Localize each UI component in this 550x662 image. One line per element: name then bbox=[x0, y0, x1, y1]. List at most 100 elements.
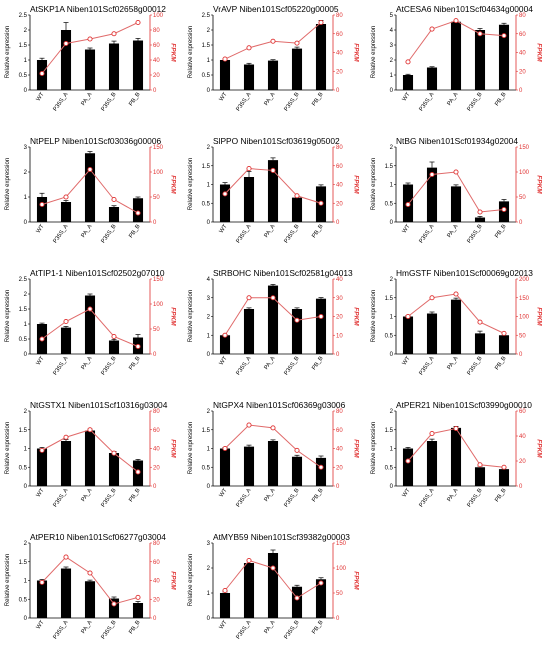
y2-tick-label: 60 bbox=[519, 32, 526, 38]
x-tick-label: PA_A bbox=[446, 488, 459, 503]
fpkm-point bbox=[318, 19, 324, 26]
x-tick-label: PB_B bbox=[128, 620, 141, 636]
bar bbox=[315, 579, 327, 618]
y2-tick-label: 80 bbox=[153, 541, 160, 547]
chart-svg: 0 1 2 3 4 5 0 20 40 60 80 WT P35S_A PA_A P35S_B PB_B bbox=[390, 13, 527, 113]
fpkm-point bbox=[222, 445, 228, 452]
bar bbox=[132, 40, 144, 90]
x-tick-label: P35S_A bbox=[419, 92, 436, 113]
fpkm-point bbox=[39, 70, 45, 77]
chart-title: NtGPX4 Niben101Scf06369g03006 bbox=[213, 400, 346, 410]
fpkm-point bbox=[246, 557, 252, 564]
y2-tick-label: 20 bbox=[153, 465, 160, 471]
y-tick-label: 2 bbox=[207, 145, 211, 151]
chart-panel: NtPELP Niben101Scf03036g00006 Relative ex… bbox=[0, 132, 183, 264]
fpkm-point bbox=[453, 169, 459, 175]
fpkm-point bbox=[270, 38, 276, 44]
y-tick-label: 2 bbox=[207, 409, 211, 415]
chart-svg: 0 0.5 1 1.5 2 2.5 0 20 40 60 80 100 WT P35S_A PA_A P35S… bbox=[19, 13, 164, 113]
bar bbox=[498, 335, 510, 354]
bar bbox=[132, 603, 144, 618]
y2-tick-label: 10 bbox=[336, 333, 343, 339]
y-tick-label: 2 bbox=[24, 28, 28, 34]
bar bbox=[474, 333, 486, 354]
y-tick-label: 2 bbox=[207, 315, 211, 321]
y2-tick-label: 60 bbox=[336, 428, 343, 434]
fpkm-point bbox=[222, 191, 228, 197]
y2-tick-label: 0 bbox=[153, 220, 157, 226]
x-tick-label: P35S_B bbox=[101, 224, 118, 245]
y-tick-label: 1.5 bbox=[19, 307, 28, 313]
fpkm-point bbox=[87, 36, 93, 42]
chart-panel: HmGSTF Niben101Scf00069g02013 Relative ex… bbox=[366, 264, 549, 396]
y-tick-label: 1 bbox=[390, 73, 394, 79]
y2-tick-label: 0 bbox=[519, 220, 523, 226]
fpkm-point bbox=[111, 601, 117, 607]
fpkm-point bbox=[222, 332, 228, 338]
y2-tick-label: 150 bbox=[153, 145, 164, 151]
y-tick-label: 0 bbox=[207, 220, 211, 226]
x-tick-label: PB_B bbox=[128, 224, 141, 240]
x-tick-label: PA_A bbox=[446, 356, 459, 371]
x-tick-label: P35S_A bbox=[236, 620, 253, 641]
y-tick-label: 1 bbox=[390, 183, 394, 189]
chart-svg: 0 0.5 1 1.5 2 0 50 100 150 WT P35S_A PA_A P35S_B PB_B bbox=[385, 145, 530, 245]
bar bbox=[36, 448, 48, 486]
fpkm-point bbox=[270, 425, 276, 431]
x-tick-label: P35S_B bbox=[101, 92, 118, 113]
y-tick-label: 1 bbox=[24, 195, 28, 201]
chart-title: AtPER21 Niben101Scf03990g00010 bbox=[396, 400, 532, 410]
x-tick-label: PA_A bbox=[263, 224, 276, 239]
y2-tick-label: 60 bbox=[153, 560, 160, 566]
y2-tick-label: 0 bbox=[519, 88, 523, 94]
bar bbox=[219, 184, 231, 222]
y-tick-label: 2 bbox=[24, 170, 28, 176]
x-tick-label: PA_A bbox=[263, 620, 276, 635]
fpkm-point bbox=[294, 40, 300, 46]
y2-tick-label: 40 bbox=[153, 447, 160, 453]
y2-tick-label: 150 bbox=[519, 145, 530, 151]
y2-tick-label: 50 bbox=[336, 591, 343, 597]
x-tick-label: P35S_A bbox=[53, 488, 70, 509]
y2-tick-label: 80 bbox=[336, 13, 343, 19]
y-tick-label: 1 bbox=[207, 447, 211, 453]
y-tick-label: 1.5 bbox=[202, 164, 211, 170]
bar bbox=[84, 430, 96, 486]
fpkm-point bbox=[87, 427, 93, 433]
y2-tick-label: 40 bbox=[519, 51, 526, 57]
fpkm-point bbox=[477, 462, 483, 468]
y-tick-label: 0.5 bbox=[385, 201, 394, 207]
y2-tick-label: 30 bbox=[336, 296, 343, 302]
fpkm-point bbox=[318, 313, 324, 320]
fpkm-point bbox=[222, 587, 228, 594]
chart-panel: AtCESA6 Niben101Scf04634g00004 Relative e… bbox=[366, 0, 549, 132]
x-tick-label: WT bbox=[36, 223, 46, 234]
bar bbox=[108, 43, 120, 90]
chart-title: NtGSTX1 Niben101Scf10316g03004 bbox=[30, 400, 168, 410]
y-tick-label: 3 bbox=[390, 43, 394, 49]
fpkm-point bbox=[63, 434, 69, 440]
x-tick-label: WT bbox=[402, 487, 412, 498]
y2-tick-label: 50 bbox=[153, 327, 160, 333]
y-tick-label: 2.5 bbox=[19, 277, 28, 283]
bar bbox=[474, 217, 486, 222]
y-tick-label: 3 bbox=[207, 296, 211, 302]
chart-panel: NtGPX4 Niben101Scf06369g03006 Relative ex… bbox=[183, 396, 366, 528]
fpkm-point bbox=[246, 166, 252, 172]
y-tick-label: 0 bbox=[207, 88, 211, 94]
y2-tick-label: 100 bbox=[336, 566, 347, 572]
bar bbox=[219, 60, 231, 90]
y-tick-label: 1 bbox=[207, 183, 211, 189]
x-tick-label: WT bbox=[402, 91, 412, 102]
fpkm-point bbox=[111, 333, 117, 340]
y2-tick-label: 40 bbox=[153, 579, 160, 585]
chart-panel: SlPPO Niben101Scf03619g05002 Relative exp… bbox=[183, 132, 366, 264]
fpkm-point bbox=[453, 18, 459, 24]
bar bbox=[84, 49, 96, 90]
y2-tick-label: 60 bbox=[153, 428, 160, 434]
fpkm-point bbox=[501, 464, 507, 470]
fpkm-point bbox=[39, 336, 45, 342]
